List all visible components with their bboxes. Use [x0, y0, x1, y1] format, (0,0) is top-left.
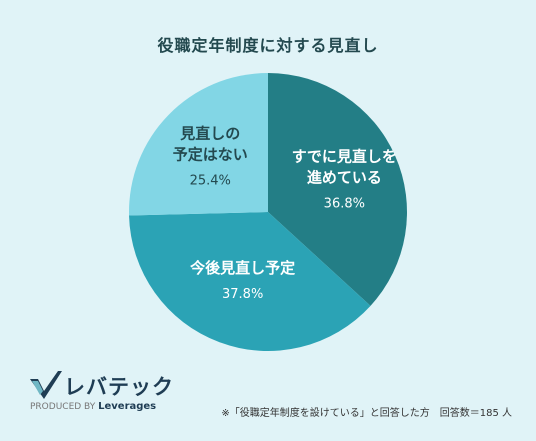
footnote: ※「役職定年制度を設けている」と回答した方 回答数＝185 人: [221, 408, 512, 419]
slice-label-2-0: 見直しの: [179, 125, 240, 143]
slice-label-1-0: 今後見直し予定: [189, 259, 295, 277]
check-mark-icon: [30, 371, 62, 399]
slice-label-2-1: 予定はない: [173, 146, 248, 164]
pie-slice-1: [129, 212, 371, 351]
slice-value-0: 36.8%: [324, 196, 365, 211]
brand-name: Leverages: [98, 401, 157, 412]
logo-name: レバテック: [64, 375, 174, 399]
pie-slice-2: [129, 73, 268, 216]
chart-title: 役職定年制度に対する見直し: [157, 36, 379, 55]
slice-label-0-1: 進めている: [307, 168, 382, 186]
slice-value-1: 37.8%: [222, 287, 263, 302]
pie-slice-0: [268, 73, 407, 306]
leverages-logo: レバテック PRODUCED BY Leverages: [30, 371, 180, 421]
produced-by-text: PRODUCED BY: [30, 402, 96, 412]
slice-value-2: 25.4%: [190, 174, 231, 189]
slice-label-0-0: すでに見直しを: [292, 147, 397, 165]
produced-by: PRODUCED BY Leverages: [30, 401, 156, 412]
